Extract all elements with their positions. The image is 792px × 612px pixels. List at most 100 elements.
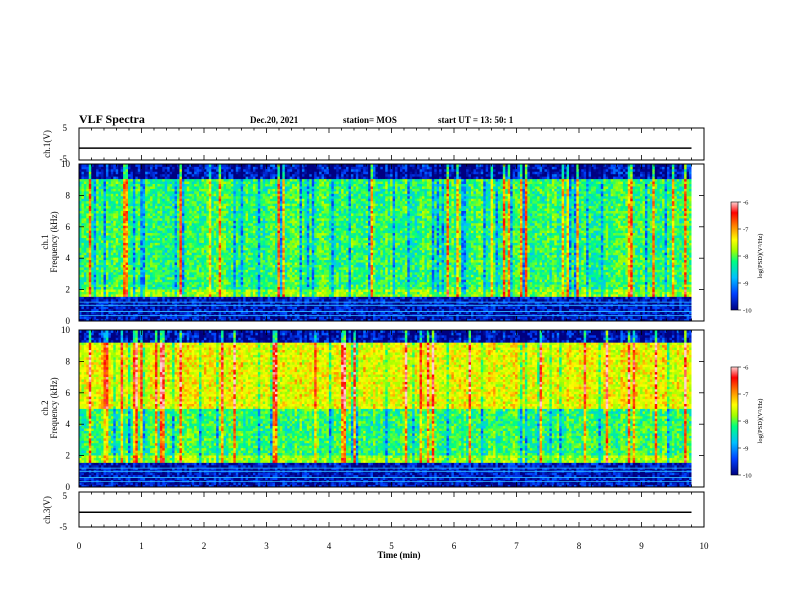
spectrogram-cell [197, 274, 200, 277]
spectrogram-cell [228, 314, 231, 317]
spectrogram-cell [130, 203, 133, 206]
spectrogram-cell [214, 233, 217, 236]
spectrogram-cell [204, 179, 207, 182]
spectrogram-cell [150, 218, 153, 221]
spectrogram-cell [91, 233, 94, 236]
spectrogram-cell [113, 198, 116, 201]
spectrogram-cell [108, 166, 111, 169]
spectrogram-cell [133, 196, 136, 199]
spectrogram-cell [172, 272, 175, 275]
spectrogram-cell [228, 260, 231, 263]
spectrogram-cell [175, 314, 178, 317]
spectrogram-cell [140, 191, 143, 194]
spectrogram-cell [224, 174, 227, 177]
spectrogram-cell [128, 198, 131, 201]
spectrogram-cell [145, 284, 148, 287]
spectrogram-cell [126, 240, 129, 243]
spectrogram-cell [84, 201, 87, 204]
spectrogram-cell [209, 179, 212, 182]
spectrogram-cell [160, 235, 163, 238]
spectrogram-cell [91, 306, 94, 309]
spectrogram-cell [175, 198, 178, 201]
spectrogram-cell [113, 245, 116, 248]
spectrogram-cell [162, 228, 165, 231]
spectrogram-cell [145, 228, 148, 231]
spectrogram-cell [204, 247, 207, 250]
spectrogram-cell [184, 294, 187, 297]
spectrogram-cell [162, 309, 165, 312]
spectrogram-cell [224, 257, 227, 260]
spectrogram-cell [187, 252, 190, 255]
spectrogram-cell [175, 255, 178, 258]
spectrogram-cell [216, 196, 219, 199]
spectrogram-cell [135, 201, 138, 204]
spectrogram-cell [202, 309, 205, 312]
spectrogram-cell [204, 230, 207, 233]
spectrogram-cell [182, 196, 185, 199]
spectrogram-cell [224, 274, 227, 277]
spectrogram-cell [118, 235, 121, 238]
spectrogram-cell [226, 233, 229, 236]
spectrogram-cell [160, 267, 163, 270]
spectrogram-cell [209, 186, 212, 189]
spectrogram-cell [160, 245, 163, 248]
spectrogram-cell [81, 292, 84, 295]
spectrogram-cell [123, 267, 126, 270]
spectrogram-cell [101, 265, 104, 268]
spectrogram-cell [160, 238, 163, 241]
spectrogram-cell [126, 206, 129, 209]
spectrogram-cell [224, 193, 227, 196]
spectrogram-cell [162, 218, 165, 221]
spectrogram-cell [84, 179, 87, 182]
ch1-spectrogram-image [79, 164, 704, 321]
spectrogram-cell [84, 208, 87, 211]
spectrogram-cell [108, 287, 111, 290]
spectrogram-cell [84, 274, 87, 277]
spectrogram-cell [128, 257, 131, 260]
spectrogram-cell [202, 294, 205, 297]
spectrogram-cell [182, 250, 185, 253]
spectrogram-cell [140, 223, 143, 226]
spectrogram-cell [199, 245, 202, 248]
spectrogram-cell [116, 245, 119, 248]
spectrogram-cell [116, 255, 119, 258]
spectrogram-cell [167, 260, 170, 263]
spectrogram-cell [121, 306, 124, 309]
spectrogram-cell [206, 240, 209, 243]
spectrogram-cell [101, 257, 104, 260]
spectrogram-cell [165, 233, 168, 236]
spectrogram-cell [226, 238, 229, 241]
spectrogram-cell [126, 250, 129, 253]
spectrogram-cell [189, 306, 192, 309]
spectrogram-cell [177, 267, 180, 270]
spectrogram-cell [177, 169, 180, 172]
spectrogram-cell [194, 289, 197, 292]
spectrogram-cell [206, 220, 209, 223]
spectrogram-cell [123, 240, 126, 243]
spectrogram-cell [179, 299, 182, 302]
spectrogram-cell [170, 260, 173, 263]
spectrogram-cell [197, 220, 200, 223]
spectrogram-cell [155, 228, 158, 231]
spectrogram-cell [182, 208, 185, 211]
spectrogram-cell [219, 181, 222, 184]
spectrogram-cell [199, 208, 202, 211]
spectrogram-cell [128, 201, 131, 204]
spectrogram-cell [94, 186, 97, 189]
spectrogram-cell [202, 238, 205, 241]
spectrogram-cell [224, 191, 227, 194]
spectrogram-cell [94, 191, 97, 194]
spectrogram-cell [224, 238, 227, 241]
spectrogram-cell [170, 250, 173, 253]
spectrogram-cell [221, 223, 224, 226]
spectrogram-cell [121, 174, 124, 177]
spectrogram-cell [130, 193, 133, 196]
spectrogram-cell [177, 184, 180, 187]
spectrogram-cell [206, 176, 209, 179]
spectrogram-cell [224, 230, 227, 233]
spectrogram-cell [135, 294, 138, 297]
spectrogram-cell [116, 169, 119, 172]
spectrogram-cell [81, 196, 84, 199]
spectrogram-cell [197, 171, 200, 174]
spectrogram-cell [89, 216, 92, 219]
